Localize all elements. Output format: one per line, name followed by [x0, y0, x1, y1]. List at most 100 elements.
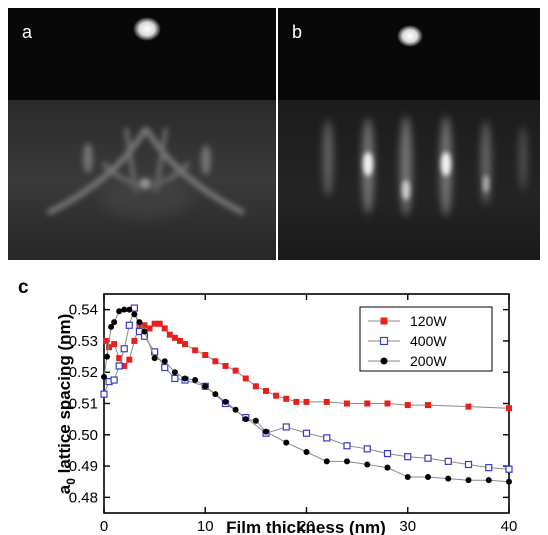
legend: 120W 400W 200W [359, 306, 493, 372]
data-point [380, 357, 388, 365]
y-tick-label: 0.53 [69, 333, 98, 350]
data-point [182, 341, 188, 348]
data-point [161, 363, 169, 372]
x-tick-label: 10 [197, 518, 214, 535]
rheed-pattern-a: a [8, 8, 276, 260]
data-point [404, 453, 412, 461]
data-point [364, 461, 371, 468]
data-point [166, 331, 173, 338]
data-point [263, 428, 269, 435]
data-point [116, 355, 123, 362]
data-point [465, 403, 472, 410]
data-point [283, 395, 290, 402]
data-point [383, 449, 392, 458]
data-point [131, 311, 138, 318]
data-point [222, 362, 229, 369]
y-tick-label: 0.49 [69, 458, 98, 475]
data-point [302, 429, 311, 437]
data-point [425, 474, 431, 481]
legend-label: 200W [410, 353, 447, 369]
data-point [121, 306, 128, 313]
data-point [445, 475, 452, 482]
data-point [363, 445, 371, 453]
data-point [425, 402, 431, 409]
data-point [171, 374, 179, 383]
data-point [379, 336, 389, 346]
panel-label-b: b [292, 22, 303, 42]
y-tick-label: 0.51 [69, 396, 98, 413]
data-point [404, 474, 411, 481]
rheed-pattern-b: b [278, 8, 540, 260]
series-200W [101, 306, 512, 485]
data-point [111, 341, 118, 348]
data-point [404, 402, 411, 409]
data-point [202, 352, 209, 359]
data-point [100, 390, 108, 398]
series-120W [103, 320, 512, 412]
data-point [111, 319, 118, 326]
data-point [242, 375, 249, 382]
data-point [344, 400, 350, 407]
data-point [252, 383, 259, 390]
x-tick-label: 40 [501, 518, 518, 535]
data-point [344, 458, 350, 465]
axis-ticks: 0 10 20 30 40 0.48 0.49 0.50 0.51 0.52 0.53 0.54 [69, 294, 518, 535]
data-point [192, 377, 199, 384]
data-point [126, 356, 133, 363]
data-point [161, 325, 168, 332]
data-point [171, 369, 178, 376]
data-point [424, 454, 432, 462]
data-point [232, 367, 239, 374]
rheed-image-b [278, 8, 540, 260]
data-point [263, 387, 269, 394]
data-point [151, 355, 158, 362]
data-point [156, 320, 163, 327]
data-point [323, 434, 331, 442]
data-point [444, 457, 452, 465]
data-point [380, 317, 388, 325]
data-point [131, 337, 138, 344]
y-tick-label: 0.54 [69, 302, 98, 319]
data-point [176, 337, 183, 344]
lattice-spacing-chart: c 0 10 20 30 400.480.490.500.510.520.530.54 … [18, 277, 518, 535]
y-tick-label: 0.48 [69, 489, 98, 506]
data-point [192, 347, 199, 354]
data-point [182, 375, 188, 382]
data-point [136, 319, 143, 326]
data-point [130, 304, 138, 312]
rheed-image-a [8, 8, 276, 260]
data-point [222, 398, 229, 405]
data-point [293, 398, 300, 405]
data-point [232, 406, 239, 413]
data-point [343, 442, 351, 450]
y-tick-label: 0.50 [69, 427, 98, 444]
data-point [146, 325, 153, 332]
data-point [104, 353, 111, 360]
data-point [384, 464, 391, 471]
data-point [120, 345, 128, 353]
y-axis-title-text: lattice spacing (nm) [55, 314, 74, 478]
data-point [323, 458, 330, 465]
data-point [212, 358, 219, 365]
data-point [103, 337, 110, 344]
data-point [506, 478, 512, 485]
panel-label-a: a [22, 22, 33, 42]
x-tick-label: 0 [100, 518, 108, 535]
data-point [323, 398, 330, 405]
y-axis-title-subscript: 0 [64, 478, 78, 485]
y-tick-label: 0.52 [69, 364, 98, 381]
data-point [283, 439, 290, 446]
data-point [273, 392, 280, 399]
data-point [202, 383, 209, 390]
data-point [108, 323, 115, 330]
data-point [303, 398, 310, 405]
data-point [151, 348, 159, 356]
y-axis-title-symbol: a [55, 484, 74, 494]
data-point [116, 308, 123, 315]
data-point [384, 400, 391, 407]
data-point [115, 362, 123, 370]
legend-entry: 400W [368, 333, 447, 349]
data-point [151, 320, 158, 327]
legend-entry: 200W [368, 353, 447, 369]
data-point [136, 322, 143, 329]
